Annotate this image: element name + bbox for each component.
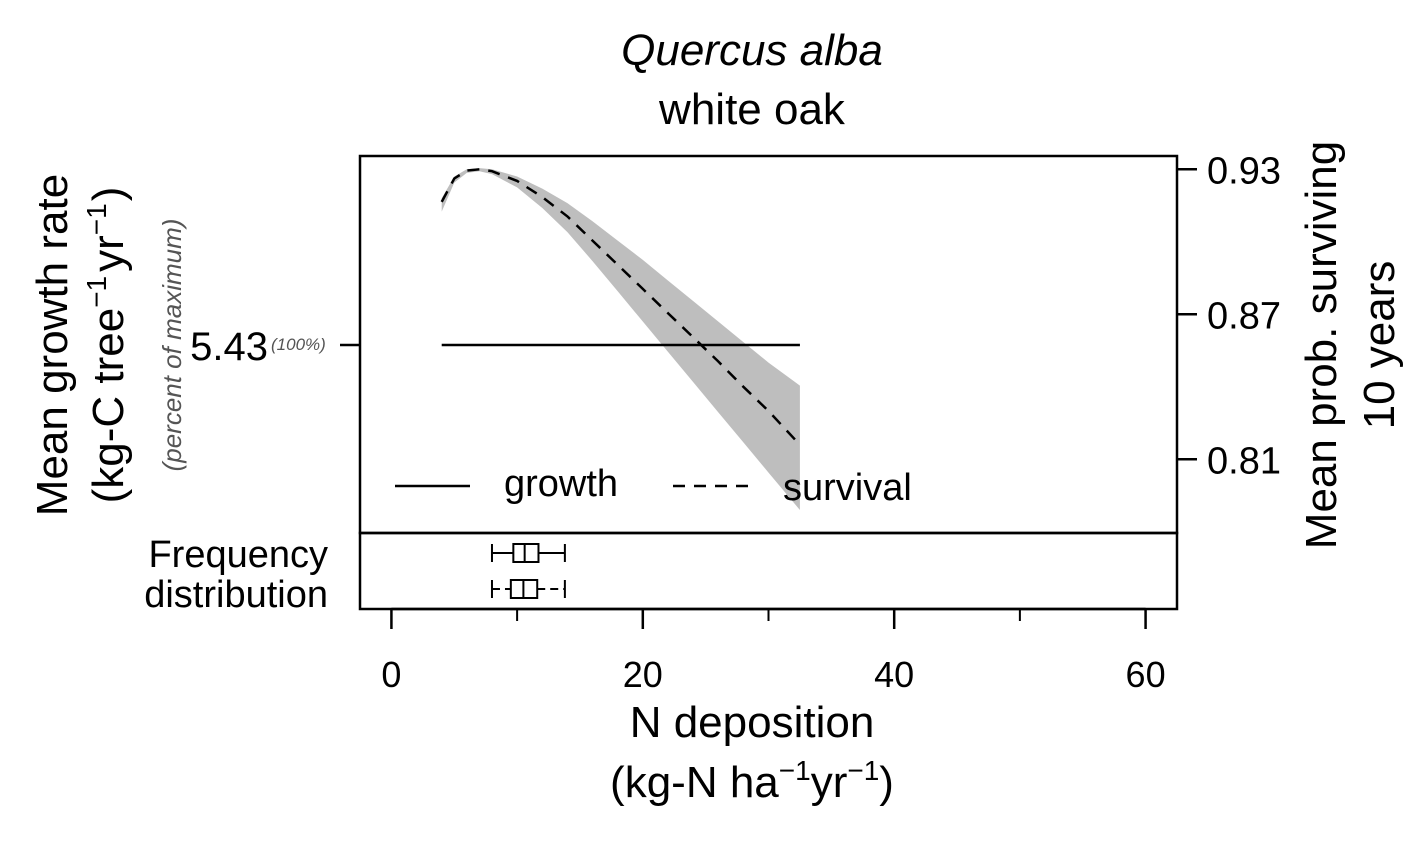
x-superscript1: −1 [779,755,811,786]
y-right-label-line2: 10 years [1355,261,1404,430]
chart-subtitle: white oak [658,85,846,134]
y-left-superscript2: −1 [81,203,112,235]
survival-confidence-band [441,168,800,510]
y-left-sublabel: (percent of maximum) [157,219,187,472]
x-label-part1: (kg-N ha [610,758,779,807]
y-left-label-close: ) [84,187,133,202]
y-left-superscript1: −1 [81,276,112,308]
x-axis-tick-label: 20 [623,654,663,695]
x-axis: 0 20 40 60 [381,607,1166,695]
right-y-axis: 0.93 0.87 0.81 [1177,150,1281,482]
left-axis-tick-percent: (100%) [271,335,326,354]
x-label-part2: yr [811,758,848,807]
chart-title: Quercus alba [621,26,883,75]
right-axis-tick-label: 0.81 [1207,440,1281,482]
x-axis-tick-label: 60 [1126,654,1166,695]
frequency-label-line1: Frequency [148,534,328,576]
right-axis-tick-label: 0.93 [1207,150,1281,192]
y-right-label-line1: Mean prob. surviving [1297,141,1346,549]
left-axis-tick-label: 5.43 [190,325,268,369]
legend-survival-label: survival [783,467,912,509]
legend-growth-label: growth [504,463,618,505]
y-left-label-line2: (kg-C tree−1yr−1) [81,187,133,504]
boxplot-box [512,543,540,563]
y-left-label-line1: Mean growth rate [28,174,77,516]
survival-line [440,168,801,446]
series-group [440,168,801,446]
x-axis-tick-label: 0 [381,654,401,695]
x-axis-label-line2: (kg-N ha−1yr−1) [610,755,894,807]
survival-confidence-band-group [441,168,800,510]
frequency-label-line2: distribution [144,574,328,616]
frequency-boxplots [490,543,566,599]
y-left-label-part1: (kg-C tree [84,308,133,504]
legend: growth survival [395,463,912,509]
x-label-close: ) [879,758,894,807]
frequency-strip-frame [358,531,1179,611]
y-left-label-part2: yr [84,235,133,272]
x-axis-label-line1: N deposition [630,698,875,747]
x-superscript2: −1 [847,755,879,786]
frequency-boxplot [490,579,566,599]
frequency-boxplot [490,543,566,563]
x-axis-tick-label: 40 [874,654,914,695]
right-axis-tick-label: 0.87 [1207,295,1281,337]
